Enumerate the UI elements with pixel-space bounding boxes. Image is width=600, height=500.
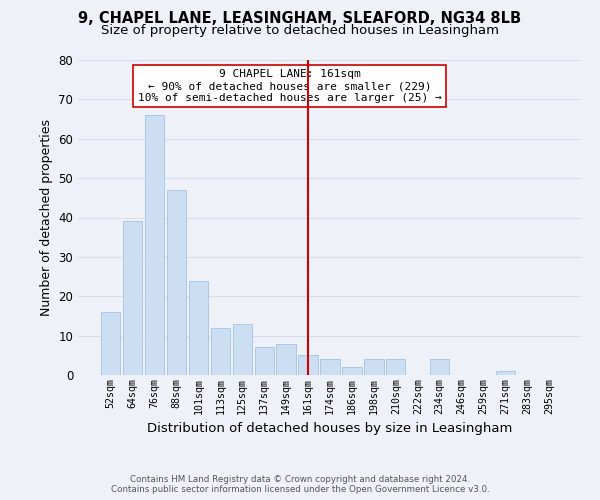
Bar	[145, 115, 164, 375]
Bar	[123, 222, 142, 375]
Bar	[233, 324, 252, 375]
Text: Contains HM Land Registry data © Crown copyright and database right 2024.
Contai: Contains HM Land Registry data © Crown c…	[110, 474, 490, 494]
Bar	[254, 348, 274, 375]
Text: 9, CHAPEL LANE, LEASINGHAM, SLEAFORD, NG34 8LB: 9, CHAPEL LANE, LEASINGHAM, SLEAFORD, NG…	[79, 11, 521, 26]
Bar	[320, 359, 340, 375]
Bar	[496, 371, 515, 375]
Bar	[364, 359, 383, 375]
Bar	[188, 280, 208, 375]
Bar	[386, 359, 406, 375]
Bar	[298, 356, 318, 375]
Bar	[277, 344, 296, 375]
Bar	[101, 312, 120, 375]
Bar	[167, 190, 186, 375]
Bar	[430, 359, 449, 375]
Bar	[342, 367, 362, 375]
Text: 9 CHAPEL LANE: 161sqm
← 90% of detached houses are smaller (229)
10% of semi-det: 9 CHAPEL LANE: 161sqm ← 90% of detached …	[138, 70, 442, 102]
Y-axis label: Number of detached properties: Number of detached properties	[40, 119, 53, 316]
X-axis label: Distribution of detached houses by size in Leasingham: Distribution of detached houses by size …	[148, 422, 512, 435]
Text: Size of property relative to detached houses in Leasingham: Size of property relative to detached ho…	[101, 24, 499, 37]
Bar	[211, 328, 230, 375]
